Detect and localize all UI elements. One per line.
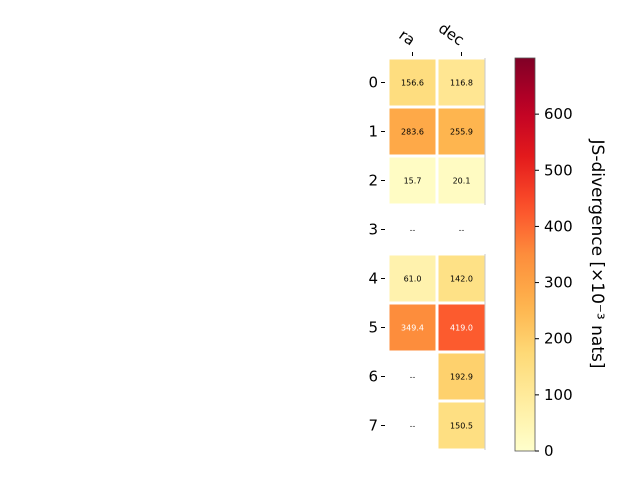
cell-value-label: 419.0 <box>450 324 473 333</box>
y-tick-label: 1 <box>368 123 378 141</box>
heatmap-cell <box>438 353 485 400</box>
heatmap-cell <box>389 304 436 351</box>
colorbar-tick-label: 500 <box>544 161 573 179</box>
cell-value-label: 349.4 <box>401 324 424 333</box>
colorbar-tick-label: 200 <box>544 330 573 348</box>
heatmap-cell <box>438 304 485 351</box>
heatmap-cell <box>438 59 485 106</box>
heatmap-cell <box>389 59 436 106</box>
colorbar-tick-label: 300 <box>544 274 573 292</box>
colorbar-label: JS-divergence [×10⁻³ nats] <box>587 139 607 369</box>
x-tick-label: dec <box>435 19 467 49</box>
missing-value-label: -- <box>459 226 465 235</box>
missing-value-label: -- <box>410 373 416 382</box>
y-tick-label: 6 <box>368 368 378 386</box>
cell-value-label: 142.0 <box>450 275 473 284</box>
cell-value-label: 150.5 <box>450 422 473 431</box>
colorbar <box>514 57 536 452</box>
y-tick-label: 3 <box>368 221 378 239</box>
missing-value-label: -- <box>410 422 416 431</box>
cell-value-label: 15.7 <box>404 177 422 186</box>
heatmap-cell <box>438 255 485 302</box>
cell-value-label: 20.1 <box>453 177 471 186</box>
cell-value-label: 192.9 <box>450 373 473 382</box>
heatmap-cell <box>389 255 436 302</box>
missing-value-label: -- <box>410 226 416 235</box>
heatmap-cell <box>438 108 485 155</box>
heatmap-cell <box>389 157 436 204</box>
heatmap-cell <box>438 402 485 449</box>
heatmap-cell <box>389 108 436 155</box>
cell-value-label: 255.9 <box>450 128 473 137</box>
colorbar-tick-label: 400 <box>544 217 573 235</box>
y-tick-label: 2 <box>368 172 378 190</box>
y-tick-label: 4 <box>368 270 378 288</box>
cell-value-label: 156.6 <box>401 79 424 88</box>
y-tick-label: 5 <box>368 319 378 337</box>
colorbar-tick-label: 0 <box>544 442 554 460</box>
x-tick-label: ra <box>396 26 419 50</box>
heatmap-cell <box>438 157 485 204</box>
colorbar-tick-label: 100 <box>544 386 573 404</box>
cell-value-label: 116.8 <box>450 79 473 88</box>
colorbar-tick-label: 600 <box>544 105 573 123</box>
y-tick-label: 0 <box>368 74 378 92</box>
y-tick-label: 7 <box>368 417 378 435</box>
cell-value-label: 61.0 <box>404 275 422 284</box>
cell-value-label: 283.6 <box>401 128 424 137</box>
